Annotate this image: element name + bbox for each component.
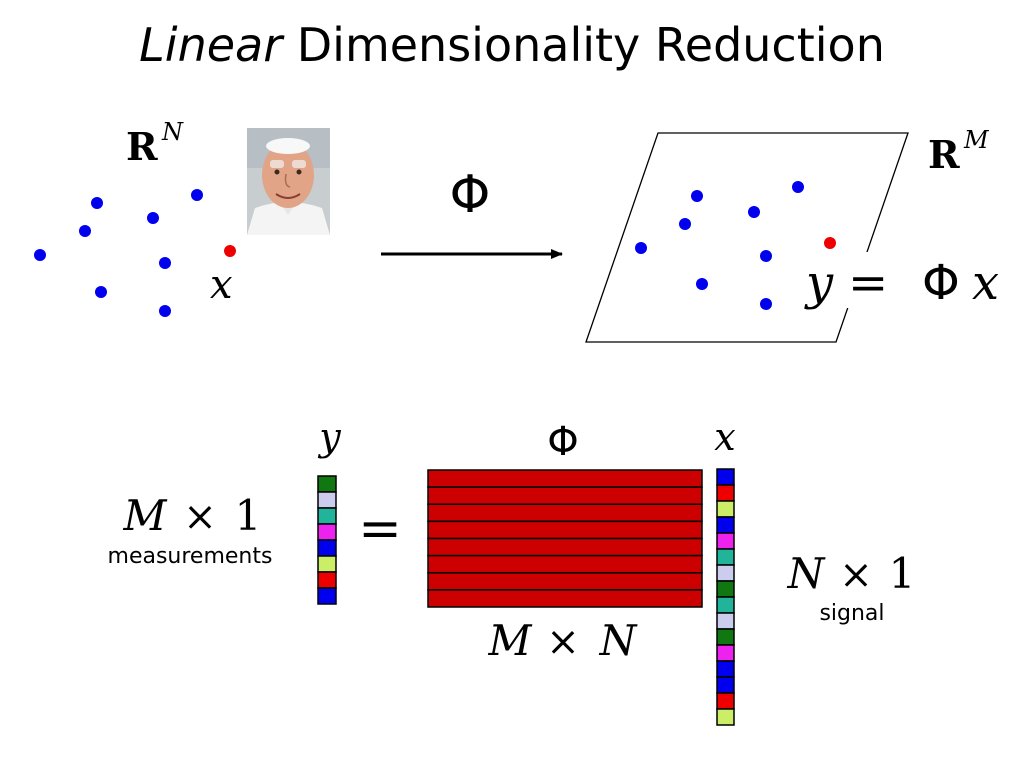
x-vector-cell [716,692,735,710]
x-vector-cell [716,516,735,534]
left-point [159,305,171,317]
y-vector-cell [317,587,337,605]
m-dims-label: M × 1 [122,491,261,540]
right-point [748,206,760,218]
right-point [792,181,804,193]
x-vector-cell [716,580,735,598]
phi-matrix [427,469,703,608]
x-vector-cell [716,628,735,646]
right-point [760,298,772,310]
left-space-symbol: R [126,124,158,169]
y-vector-cell [317,491,337,509]
x-vector-cell [716,644,735,662]
map-label: Φ [450,165,491,225]
right-point [679,218,691,230]
x-vector-cell [716,660,735,678]
x-vector-cell [716,676,735,694]
phi-matrix-row [427,520,703,540]
title-rest: Dimensionality Reduction [282,18,885,72]
phi-matrix-row [427,554,703,574]
x-vector-cell [716,532,735,550]
matrix-equals: = [358,499,402,559]
right-space-label: R M [928,126,990,177]
left-point [34,249,46,261]
phi-matrix-row [427,503,703,523]
y-vector-cell [317,523,337,541]
left-space-exponent: N [161,118,184,146]
n-dims-label: N × 1 [787,549,916,598]
x-vector-cell [716,612,735,630]
mn-dims-times: × [546,619,580,665]
x-vector-cell [716,708,735,726]
right-highlight-point [824,237,836,249]
x-vector-cell [716,500,735,518]
y-vector-cell [317,507,337,525]
y-vector-cell [317,475,337,493]
left-point [91,197,103,209]
right-point [691,190,703,202]
phi-matrix-label: Φ [547,419,578,465]
equation-backdrop [803,252,1004,308]
y-vector-label: y [317,415,341,459]
x-vector-cell [716,484,735,502]
left-highlight-point [224,245,236,257]
phi-matrix-row [427,469,703,488]
mn-dims-label: M × N [487,616,637,665]
left-point [147,212,159,224]
right-space-exponent: M [963,126,990,154]
equation-x: x [972,255,999,311]
equation-phi: Φ [922,255,960,311]
projection-plane [585,132,909,343]
right-point [760,250,772,262]
y-vector [317,475,337,605]
signal-label: signal [819,601,884,626]
phi-matrix-row [427,589,703,608]
x-vector [716,468,735,726]
portrait-photo-icon [247,128,330,235]
left-point [95,286,107,298]
phi-matrix-row [427,572,703,591]
x-vector-cell [716,596,735,614]
left-point [159,257,171,269]
right-point [696,278,708,290]
left-point-cloud [34,189,236,317]
x-vector-cell [716,564,735,582]
mn-dims-a: M [487,616,532,665]
x-vector-label: x [714,415,735,459]
right-point-cloud [635,181,836,310]
mn-dims-b: N [599,616,638,665]
x-vector-cell [716,468,735,486]
right-space-symbol: R [928,132,960,177]
n-dims-times: × [839,552,873,598]
projection-equation: y = Φ x [804,255,999,311]
m-dims-b: 1 [235,491,262,540]
left-point [79,225,91,237]
left-point [191,189,203,201]
phi-matrix-row [427,537,703,557]
left-point-label: x [210,262,233,308]
x-vector-cell [716,548,735,566]
m-dims-a: M [122,491,167,540]
equation-equals: = [848,255,888,311]
n-dims-a: N [787,549,826,598]
y-vector-cell [317,571,337,589]
title-emphasis: Linear [139,18,283,72]
measurements-label: measurements [108,544,273,569]
right-point [635,242,647,254]
phi-matrix-row [427,486,703,505]
n-dims-b: 1 [889,549,916,598]
left-space-label: R N [126,118,184,169]
m-dims-times: × [183,494,217,540]
equation-y: y [804,255,834,311]
y-vector-cell [317,539,337,557]
y-vector-cell [317,555,337,573]
slide-title: Linear Dimensionality Reduction [0,18,1024,72]
